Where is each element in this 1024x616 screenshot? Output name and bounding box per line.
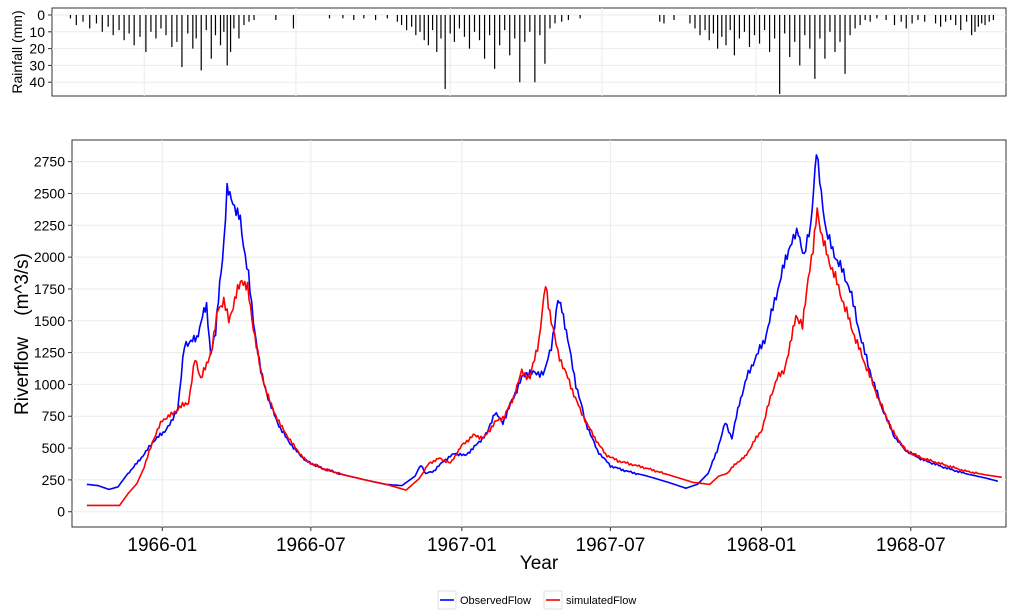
legend: ObservedFlow simulatedFlow bbox=[437, 590, 636, 610]
series-line-simulatedFlow bbox=[86, 207, 1003, 507]
riverflow-x-ticks: 1966-01 1966-07 1967-01 1967-07 1968-01 1968-… bbox=[127, 527, 946, 556]
riverflow-x-axis-title: Year bbox=[520, 553, 559, 574]
riverflow-ytick-label-5: 1250 bbox=[34, 345, 65, 361]
riverflow-ytick-label-3: 750 bbox=[42, 408, 66, 424]
legend-label-ObservedFlow: ObservedFlow bbox=[460, 595, 531, 607]
riverflow-lines bbox=[86, 154, 1003, 507]
series-line-ObservedFlow bbox=[86, 154, 999, 491]
riverflow-ytick-label-11: 2750 bbox=[34, 154, 65, 170]
riverflow-ytick-label-2: 500 bbox=[42, 440, 66, 456]
riverflow-xtick-label-3: 1967-07 bbox=[576, 535, 646, 556]
rainfall-ytick-label-3: 30 bbox=[29, 57, 45, 73]
riverflow-y-ticks: 0 250 500 750 1000 1250 1500 1750 2000 2250 2500 27… bbox=[34, 154, 72, 520]
riverflow-ytick-label-8: 2000 bbox=[34, 249, 65, 265]
rainfall-ytick-label-2: 20 bbox=[29, 41, 45, 57]
riverflow-ytick-label-1: 250 bbox=[42, 472, 66, 488]
rainfall-ytick-label-1: 10 bbox=[29, 24, 45, 40]
riverflow-ytick-label-6: 1500 bbox=[34, 313, 65, 329]
rainfall-bars bbox=[69, 15, 995, 94]
riverflow-xtick-label-2: 1967-01 bbox=[427, 535, 497, 556]
riverflow-ytick-label-0: 0 bbox=[57, 504, 65, 520]
riverflow-y-axis-title: Riverflow (m^3/s) bbox=[12, 253, 33, 415]
rainfall-ytick-label-4: 40 bbox=[29, 74, 45, 90]
riverflow-panel: 0 250 500 750 1000 1250 1500 1750 2000 2250 2500 27… bbox=[12, 139, 1007, 574]
rainfall-plot-background bbox=[51, 7, 1007, 97]
legend-label-simulatedFlow: simulatedFlow bbox=[566, 595, 636, 607]
rainfall-ytick-label-0: 0 bbox=[37, 7, 45, 23]
riverflow-xtick-label-0: 1966-01 bbox=[127, 535, 197, 556]
rainfall-y-axis-title: Rainfall (mm) bbox=[9, 10, 25, 93]
riverflow-ytick-label-9: 2250 bbox=[34, 217, 65, 233]
riverflow-ytick-label-4: 1000 bbox=[34, 376, 65, 392]
riverflow-xtick-label-4: 1968-01 bbox=[727, 535, 797, 556]
riverflow-xtick-label-1: 1966-07 bbox=[276, 535, 346, 556]
riverflow-ytick-label-7: 1750 bbox=[34, 281, 65, 297]
riverflow-xtick-label-5: 1968-07 bbox=[876, 535, 946, 556]
riverflow-ytick-label-10: 2500 bbox=[34, 185, 65, 201]
